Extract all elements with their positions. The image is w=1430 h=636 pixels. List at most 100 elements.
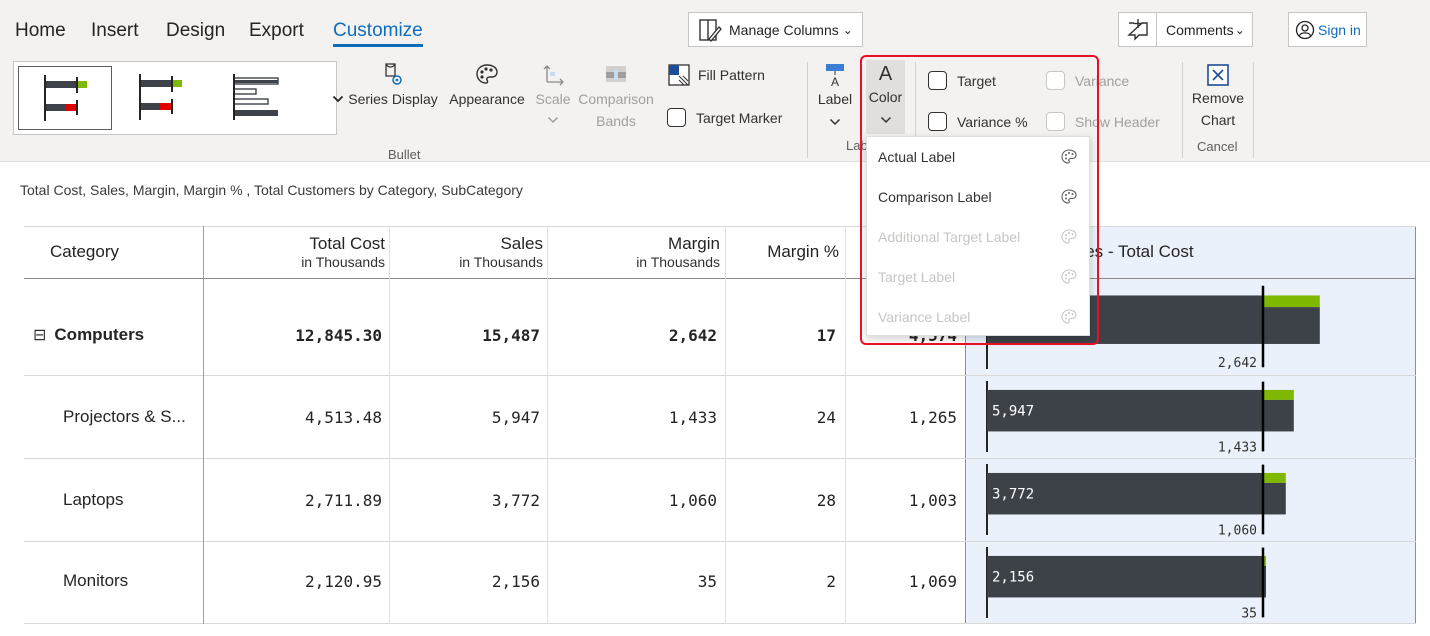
cell-customers: 1,069 — [908, 572, 957, 591]
variance-checkbox[interactable]: Variance — [1046, 71, 1129, 90]
chevron-down-icon — [880, 116, 891, 124]
series-display-icon — [385, 63, 402, 85]
manage-columns-button[interactable]: Manage Columns ⌄ — [688, 12, 863, 47]
label-button[interactable]: A Label — [813, 62, 857, 126]
cell-sales: 2,156 — [491, 572, 540, 591]
scale-button[interactable]: Scale — [532, 62, 574, 124]
menu-item-variance-label[interactable]: Variance Label — [878, 297, 1078, 337]
menu-item-additional-target-label[interactable]: Additional Target Label — [878, 217, 1078, 257]
bar-actual-extension — [1263, 565, 1266, 598]
target-label: Target — [957, 72, 996, 89]
chevron-down-icon — [829, 118, 841, 126]
tab-insert[interactable]: Insert — [91, 20, 139, 41]
sales-data-label: 5,947 — [992, 404, 1034, 420]
column-header-margin-pct[interactable]: Margin % — [726, 226, 839, 278]
margin-data-label: 1,433 — [1218, 440, 1257, 455]
column-header-category[interactable]: Category — [50, 226, 119, 278]
cell-margin: 35 — [697, 572, 717, 591]
tab-customize[interactable]: Customize — [333, 20, 423, 47]
close-box-icon — [1207, 64, 1229, 86]
svg-text:A: A — [831, 75, 839, 88]
palette-icon — [1061, 149, 1077, 164]
target-marker-checkbox[interactable]: Target Marker — [667, 108, 782, 127]
menu-item-label: Additional Target Label — [878, 229, 1021, 245]
chevron-down-icon — [332, 95, 343, 103]
chart-type-gallery — [13, 61, 343, 135]
table-row-category[interactable]: Laptops — [63, 490, 124, 509]
collapse-icon[interactable]: ⊟ — [33, 327, 47, 344]
header-label: Total Cost — [309, 234, 385, 253]
margin-data-label: 35 — [1241, 606, 1257, 621]
menu-item-label: Actual Label — [878, 149, 956, 165]
cell-customers: 1,265 — [908, 408, 957, 427]
manage-columns-label: Manage Columns — [729, 21, 839, 38]
column-header-sales[interactable]: Sales in Thousands — [390, 226, 543, 278]
bullet-chart-option-2[interactable] — [124, 66, 218, 130]
visual-subtitle: Total Cost, Sales, Margin, Margin % , To… — [20, 182, 523, 198]
table-row-category[interactable]: ⊟ Computers — [33, 325, 144, 345]
sign-in-label: Sign in — [1318, 21, 1361, 38]
sign-in-button[interactable]: Sign in — [1288, 12, 1367, 47]
column-divider — [389, 226, 390, 624]
cell-customers: 1,003 — [908, 491, 957, 510]
show-header-checkbox[interactable]: Show Header — [1046, 112, 1160, 131]
series-display-label: Series Display — [348, 91, 438, 107]
header-divider — [24, 278, 1416, 279]
remove-chart-button[interactable]: Remove Chart — [1188, 63, 1248, 131]
checkbox-box — [1046, 112, 1065, 131]
chevron-down-icon — [547, 116, 559, 124]
cell-margin: 2,642 — [668, 326, 717, 345]
fill-pattern-button[interactable]: Fill Pattern — [668, 64, 765, 86]
sales-data-label: 2,156 — [992, 570, 1034, 586]
target-checkbox[interactable]: Target — [928, 71, 996, 90]
ribbon-divider — [1253, 62, 1254, 158]
scale-icon — [543, 65, 564, 86]
menu-item-actual-label[interactable]: Actual Label — [878, 137, 1078, 177]
color-button[interactable]: A Color — [866, 60, 905, 134]
menu-item-label: Variance Label — [878, 309, 971, 325]
cell-total-cost: 4,513.48 — [304, 408, 382, 427]
menu-item-comparison-label[interactable]: Comparison Label — [878, 177, 1078, 217]
label-icon: A — [826, 64, 844, 88]
tab-design[interactable]: Design — [166, 20, 226, 41]
data-table: Category Total Cost in Thousands Sales in … — [24, 226, 1416, 624]
sales-data-label: 3,772 — [992, 487, 1034, 503]
checkbox-box — [928, 71, 947, 90]
header-label: Margin — [668, 234, 720, 253]
cell-sales: 5,947 — [491, 408, 540, 427]
gallery-expand-button[interactable] — [324, 62, 351, 136]
menu-item-target-label[interactable]: Target Label — [878, 257, 1078, 297]
comments-label: Comments — [1166, 21, 1234, 38]
table-row-category[interactable]: Projectors & S... — [63, 407, 186, 426]
user-icon — [1295, 20, 1315, 40]
cell-sales: 15,487 — [482, 326, 540, 345]
header-sublabel: in Thousands — [301, 254, 385, 270]
appearance-button[interactable]: Appearance — [446, 62, 528, 110]
cell-margin-pct: 2 — [826, 572, 836, 591]
tab-home[interactable]: Home — [15, 20, 66, 41]
row-divider — [24, 226, 1416, 227]
cell-sales: 3,772 — [491, 491, 540, 510]
ribbon-divider — [915, 62, 916, 158]
bullet-chart-option-3[interactable] — [224, 66, 318, 130]
group-label-labels: Lab — [846, 138, 868, 153]
bullet-chart-option-1[interactable] — [18, 66, 112, 130]
column-header-total-cost[interactable]: Total Cost in Thousands — [204, 226, 385, 278]
comments-button[interactable]: Comments ⌄ — [1118, 12, 1253, 47]
tab-export[interactable]: Export — [249, 20, 304, 41]
checkbox-box — [667, 108, 686, 127]
cell-total-cost: 12,845.30 — [295, 326, 382, 345]
cell-total-cost: 2,120.95 — [304, 572, 382, 591]
cell-margin-pct: 17 — [816, 326, 836, 345]
table-row-category[interactable]: Monitors — [63, 571, 129, 590]
checkbox-box — [928, 112, 947, 131]
header-label: Margin % — [767, 242, 839, 261]
variance-pct-checkbox[interactable]: Variance % — [928, 112, 1028, 131]
comparison-bands-button[interactable]: Comparison Bands — [574, 62, 658, 132]
row-divider — [24, 458, 1416, 459]
series-display-button[interactable]: Series Display — [346, 62, 440, 110]
column-header-margin[interactable]: Margin in Thousands — [548, 226, 720, 278]
manage-columns-icon — [697, 17, 723, 43]
column-header-chart[interactable]: ales - Total Cost — [1072, 226, 1194, 278]
category-label: Computers — [54, 325, 145, 344]
